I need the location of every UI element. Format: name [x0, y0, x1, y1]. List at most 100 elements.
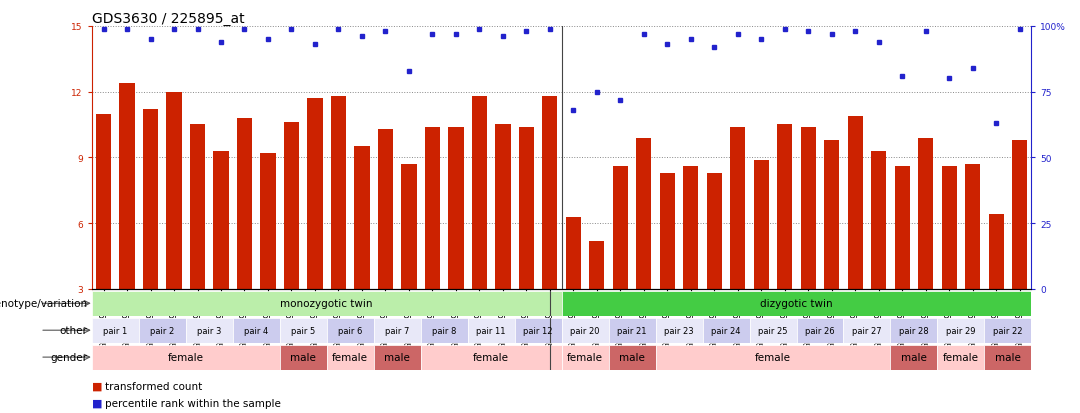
Bar — [468, 318, 515, 343]
Bar — [472, 97, 487, 289]
Text: male: male — [995, 352, 1021, 362]
Bar — [797, 318, 843, 343]
Bar — [778, 125, 793, 289]
Bar — [590, 241, 605, 289]
Bar — [660, 173, 675, 289]
Text: female: female — [167, 352, 204, 362]
Bar — [120, 84, 135, 289]
Bar — [424, 127, 440, 289]
Bar — [92, 318, 138, 343]
Bar — [609, 345, 656, 370]
Text: pair 20: pair 20 — [570, 326, 599, 335]
Text: female: female — [567, 352, 603, 362]
Bar — [330, 97, 346, 289]
Bar — [308, 99, 323, 289]
Bar — [612, 167, 627, 289]
Bar — [730, 127, 745, 289]
Bar — [166, 93, 181, 289]
Bar — [894, 167, 909, 289]
Text: pair 3: pair 3 — [197, 326, 221, 335]
Text: dizygotic twin: dizygotic twin — [760, 299, 833, 309]
Text: pair 24: pair 24 — [712, 326, 741, 335]
Text: pair 21: pair 21 — [618, 326, 647, 335]
Text: pair 28: pair 28 — [900, 326, 929, 335]
Bar — [937, 345, 985, 370]
Bar — [800, 127, 815, 289]
Bar — [186, 318, 233, 343]
Bar — [562, 318, 609, 343]
Bar — [824, 140, 839, 289]
Bar — [890, 318, 937, 343]
Text: pair 23: pair 23 — [664, 326, 693, 335]
Text: male: male — [901, 352, 927, 362]
Bar — [92, 291, 562, 316]
Text: pair 1: pair 1 — [104, 326, 127, 335]
Text: pair 29: pair 29 — [946, 326, 975, 335]
Bar — [515, 318, 562, 343]
Bar — [421, 318, 468, 343]
Bar — [966, 164, 981, 289]
Bar — [566, 217, 581, 289]
Text: pair 7: pair 7 — [384, 326, 409, 335]
Bar — [190, 125, 205, 289]
Bar — [284, 123, 299, 289]
Text: gender: gender — [51, 352, 87, 362]
Text: pair 5: pair 5 — [292, 326, 315, 335]
Bar — [1012, 140, 1027, 289]
Bar — [92, 345, 280, 370]
Bar — [374, 318, 421, 343]
Text: female: female — [473, 352, 509, 362]
Bar — [684, 167, 699, 289]
Text: GDS3630 / 225895_at: GDS3630 / 225895_at — [92, 12, 244, 26]
Bar — [143, 110, 158, 289]
Text: pair 8: pair 8 — [432, 326, 457, 335]
Bar — [280, 345, 327, 370]
Bar — [448, 127, 463, 289]
Text: pair 25: pair 25 — [758, 326, 787, 335]
Bar — [750, 318, 797, 343]
Bar — [872, 152, 887, 289]
Bar — [656, 345, 890, 370]
Bar — [848, 116, 863, 289]
Text: pair 6: pair 6 — [338, 326, 363, 335]
Bar — [562, 291, 1031, 316]
Text: female: female — [943, 352, 978, 362]
Text: pair 26: pair 26 — [806, 326, 835, 335]
Bar — [890, 345, 937, 370]
Bar — [609, 318, 656, 343]
Bar — [937, 318, 985, 343]
Bar — [706, 173, 721, 289]
Bar — [260, 154, 275, 289]
Bar — [496, 125, 511, 289]
Bar — [402, 164, 417, 289]
Bar — [754, 160, 769, 289]
Text: pair 2: pair 2 — [150, 326, 174, 335]
Bar — [542, 97, 557, 289]
Text: pair 12: pair 12 — [524, 326, 553, 335]
Bar — [988, 215, 1003, 289]
Bar — [326, 318, 374, 343]
Bar — [237, 119, 252, 289]
Bar — [233, 318, 280, 343]
Text: ■: ■ — [92, 398, 103, 408]
Text: male: male — [619, 352, 645, 362]
Bar — [636, 138, 651, 289]
Bar — [562, 345, 609, 370]
Text: other: other — [59, 325, 87, 335]
Text: pair 11: pair 11 — [476, 326, 505, 335]
Bar — [942, 167, 957, 289]
Bar — [326, 345, 374, 370]
Text: female: female — [333, 352, 368, 362]
Text: monozygotic twin: monozygotic twin — [281, 299, 373, 309]
Bar — [918, 138, 933, 289]
Bar — [518, 127, 534, 289]
Bar — [843, 318, 890, 343]
Text: female: female — [755, 352, 791, 362]
Bar — [96, 114, 111, 289]
Bar — [354, 147, 369, 289]
Text: ■: ■ — [92, 381, 103, 391]
Bar — [280, 318, 327, 343]
Bar — [421, 345, 562, 370]
Bar — [656, 318, 702, 343]
Bar — [378, 130, 393, 289]
